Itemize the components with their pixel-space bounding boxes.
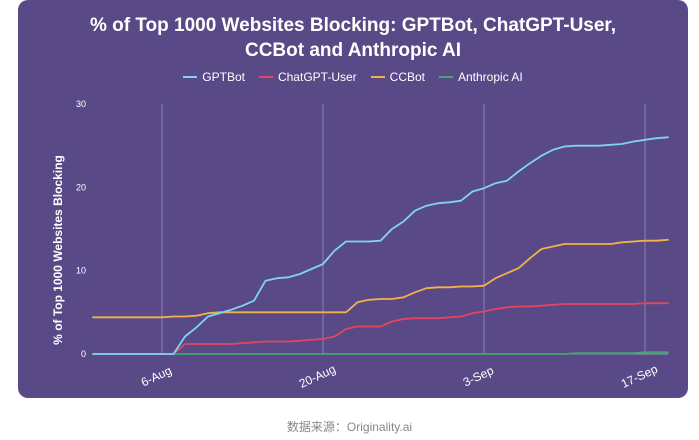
y-tick-label: 30 bbox=[76, 99, 86, 109]
y-axis-label: % of Top 1000 Websites Blocking bbox=[51, 155, 65, 345]
chart-title-line-2: CCBot and Anthropic AI bbox=[244, 40, 461, 61]
x-tick-label: 20-Aug bbox=[297, 362, 338, 391]
legend-label: Anthropic AI bbox=[458, 70, 523, 84]
y-tick-label: 20 bbox=[76, 182, 86, 192]
source-caption: 数据来源：Originality.ai bbox=[286, 420, 413, 434]
series-line-chatgpt-user bbox=[92, 302, 669, 355]
legend-swatch bbox=[439, 75, 453, 78]
tick-labels: 6-Aug 20-Aug 3-Sep 17-Sep 0 10 20 30 bbox=[76, 99, 660, 391]
x-tick-label: 3-Sep bbox=[461, 363, 496, 389]
grid bbox=[161, 104, 646, 354]
series-line-anthropic-ai bbox=[92, 351, 669, 355]
y-tick-label: 0 bbox=[81, 349, 86, 359]
legend-item: CCBot bbox=[370, 70, 425, 84]
series-line-gptbot bbox=[92, 136, 669, 355]
legend-item: GPTBot bbox=[183, 70, 245, 84]
chart-title: % of Top 1000 Websites Blocking: GPTBot,… bbox=[18, 13, 688, 63]
legend-label: ChatGPT-User bbox=[277, 70, 357, 84]
x-tick-label: 17-Sep bbox=[619, 362, 660, 391]
legend-item: ChatGPT-User bbox=[258, 70, 357, 84]
legend-label: GPTBot bbox=[202, 70, 245, 84]
x-tick-label: 6-Aug bbox=[139, 363, 174, 389]
chart-legend: GPTBot ChatGPT-User CCBot Anthropic AI bbox=[18, 70, 688, 84]
chart-card: 6-Aug 20-Aug 3-Sep 17-Sep 0 10 20 30 % of Top 1… bbox=[18, 0, 688, 398]
legend-swatch bbox=[370, 75, 385, 78]
legend-item: Anthropic AI bbox=[439, 70, 523, 84]
legend-label: CCBot bbox=[389, 70, 425, 84]
y-tick-label: 10 bbox=[76, 266, 86, 276]
chart-title-line-1: % of Top 1000 Websites Blocking: GPTBot,… bbox=[89, 15, 617, 36]
series-line-ccbot bbox=[92, 238, 669, 319]
series-lines bbox=[92, 136, 669, 355]
legend-swatch bbox=[258, 75, 273, 78]
legend-swatch bbox=[183, 75, 198, 78]
chart-canvas: 6-Aug 20-Aug 3-Sep 17-Sep 0 10 20 30 bbox=[76, 99, 669, 391]
